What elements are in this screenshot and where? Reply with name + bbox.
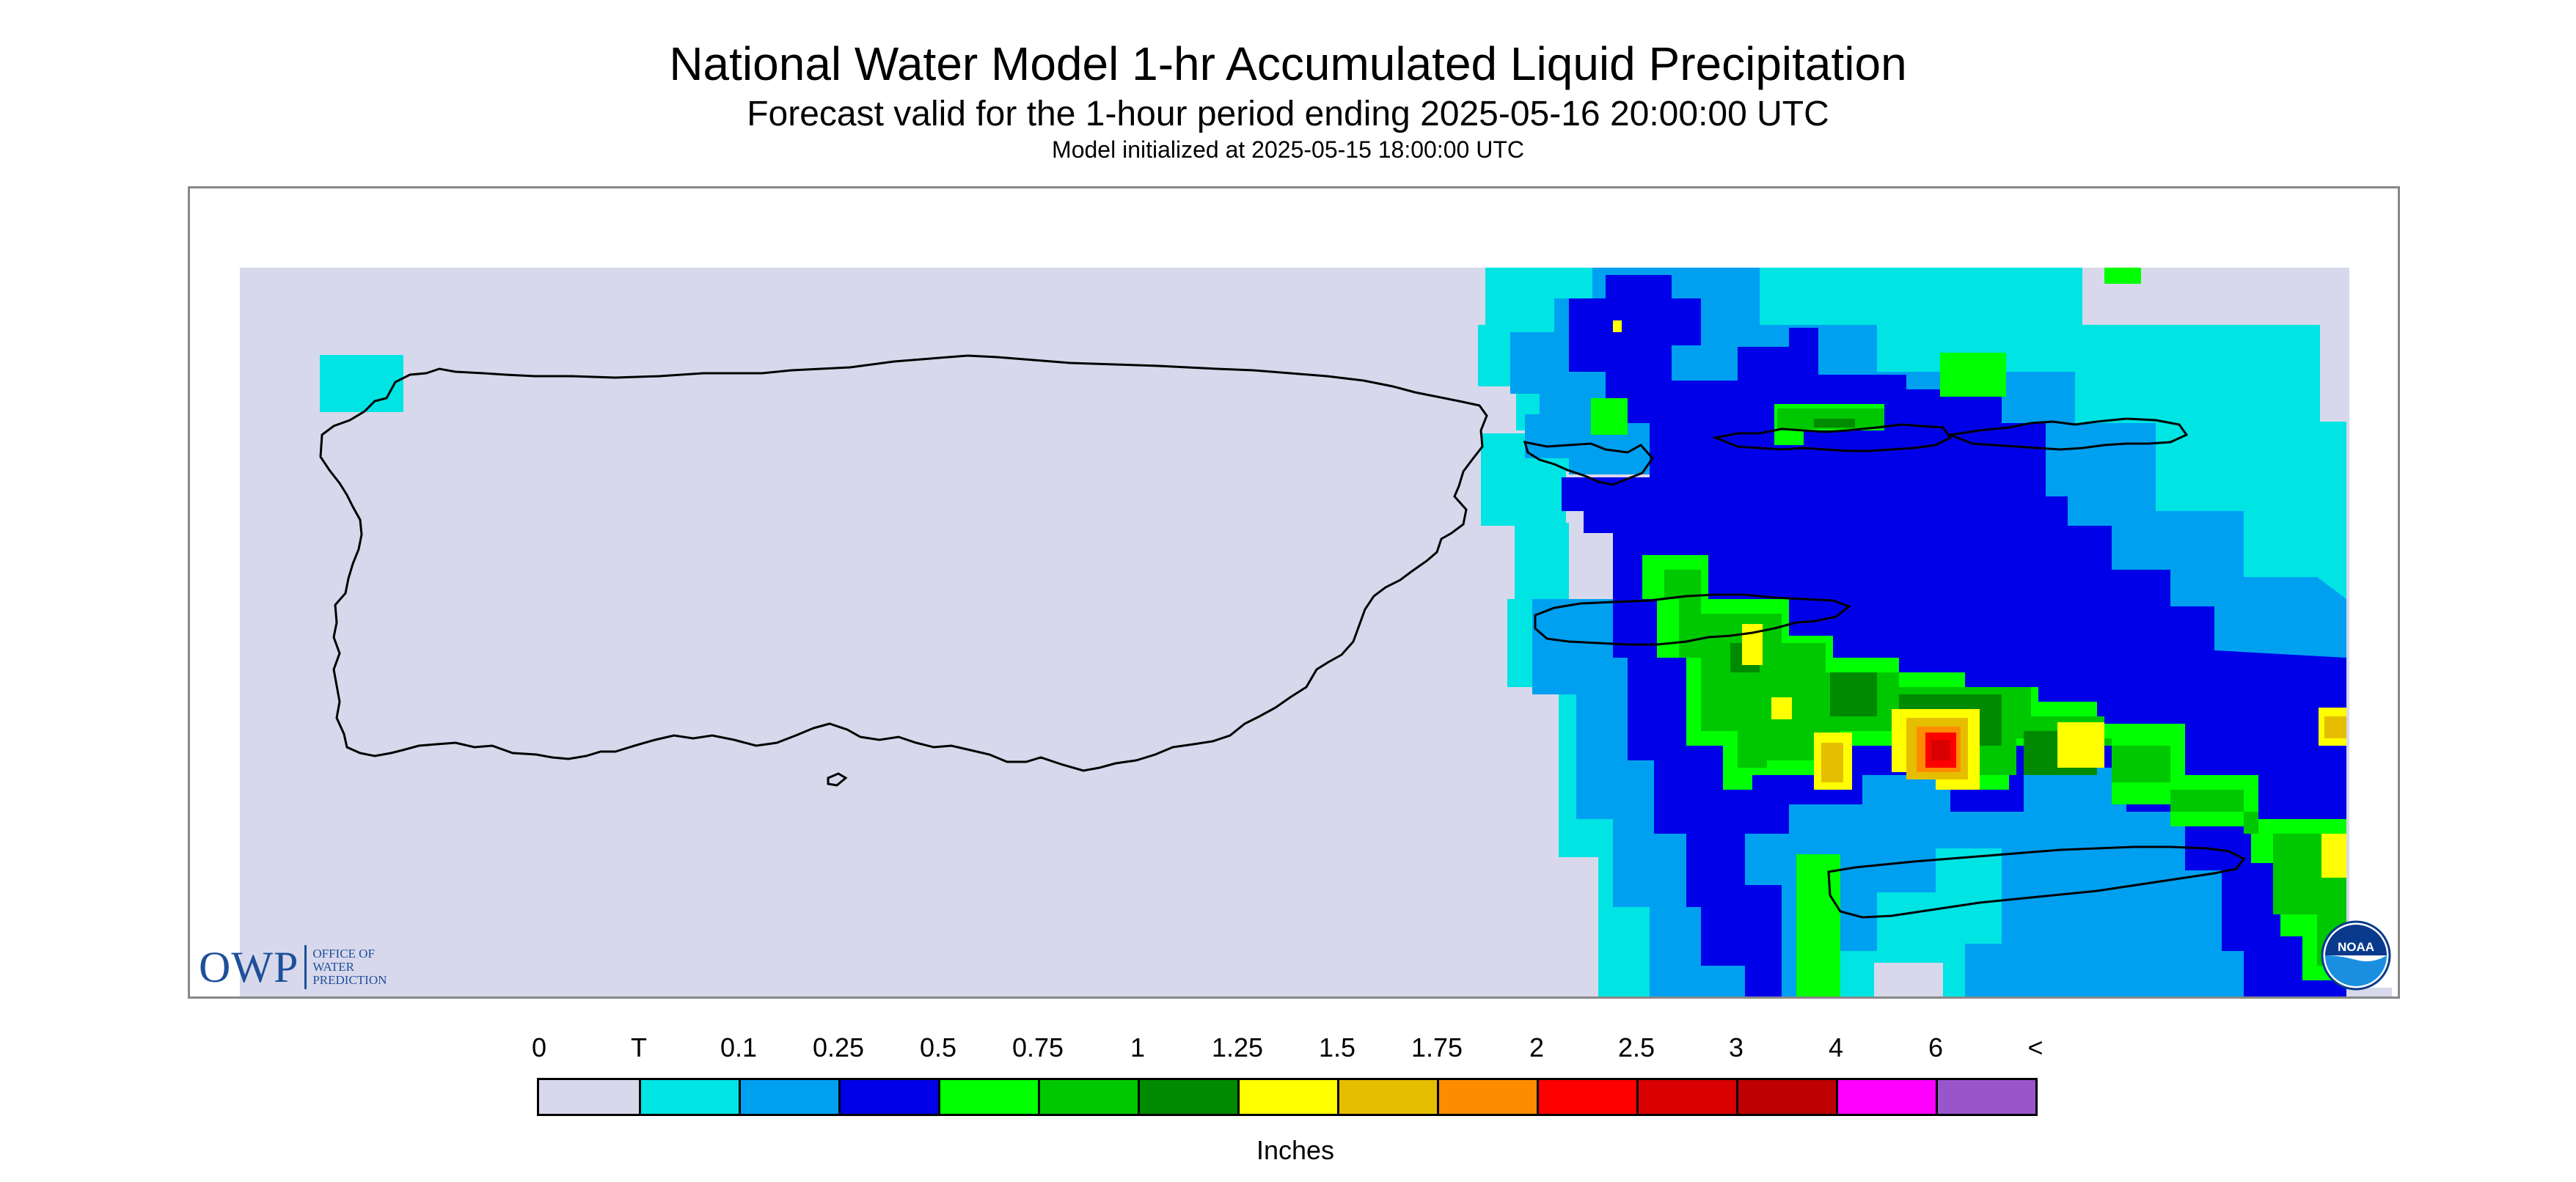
precipitation-map[interactable]: OWP OFFICE OF WATER PREDICTION NOAA <box>188 186 2400 999</box>
legend-tick-label: 0.25 <box>812 1032 865 1062</box>
legend-tick-label: 1.25 <box>1211 1032 1264 1062</box>
legend-swatch <box>1836 1080 1936 1114</box>
legend-tick-label: 1.75 <box>1410 1032 1463 1062</box>
legend-swatch <box>1337 1080 1437 1114</box>
legend-tick-label: 0.5 <box>919 1032 957 1062</box>
st-thomas-outline <box>1711 423 1953 452</box>
owp-logo-line-3: PREDICTION <box>312 973 387 987</box>
legend-tick-label: < <box>2027 1032 2043 1062</box>
legend-swatch <box>1237 1080 1337 1114</box>
map-title: National Water Model 1-hr Accumulated Li… <box>669 37 1907 90</box>
map-canvas <box>190 188 2398 996</box>
legend-tick-label: 6 <box>1928 1032 1944 1062</box>
coastlines <box>319 354 2246 919</box>
legend-tick-label: 0 <box>531 1032 547 1062</box>
bvi-outline <box>1946 417 2189 451</box>
culebra-outline <box>1523 441 1654 486</box>
puerto-rico-outline <box>319 354 1488 772</box>
legend-swatch <box>1138 1080 1237 1114</box>
legend-swatch <box>539 1080 639 1114</box>
legend-tick-label: 1.5 <box>1318 1032 1356 1062</box>
legend-swatch <box>1936 1080 2035 1114</box>
legend-swatch <box>1038 1080 1138 1114</box>
map-subtitle: Forecast valid for the 1-hour period end… <box>747 95 1829 133</box>
legend-units: Inches <box>1256 1135 1335 1165</box>
precip-trace-cell <box>320 355 403 412</box>
owp-logo: OWP OFFICE OF WATER PREDICTION <box>199 943 387 991</box>
legend-tick-label: 0.75 <box>1011 1032 1064 1062</box>
legend-tick-label: 3 <box>1728 1032 1744 1062</box>
legend-tick-label: 1 <box>1130 1032 1146 1062</box>
vieques-outline <box>1534 593 1852 646</box>
owp-logo-line-1: OFFICE OF <box>312 947 375 961</box>
legend-tick-label: T <box>631 1032 647 1062</box>
st-croix-outline <box>1827 845 2246 919</box>
legend-tick-label: 0.1 <box>720 1032 758 1062</box>
legend: 0 T 0.1 0.25 0.5 0.75 1 1.25 1.5 1.75 2 2.5 3 4 6 < Inc… <box>532 1032 2054 1165</box>
noaa-logo-text: NOAA <box>2338 940 2374 954</box>
legend-tick-label: 2.5 <box>1617 1032 1655 1062</box>
legend-tick-label: 2 <box>1529 1032 1545 1062</box>
legend-swatch <box>639 1080 739 1114</box>
legend-swatch <box>938 1080 1038 1114</box>
owp-logo-mark: OWP <box>199 942 299 991</box>
owp-logo-text: OFFICE OF WATER PREDICTION <box>312 947 387 987</box>
legend-swatch <box>838 1080 938 1114</box>
legend-swatch <box>739 1080 838 1114</box>
noaa-logo: NOAA <box>2321 920 2391 991</box>
legend-tick-label: 4 <box>1828 1032 1844 1062</box>
legend-swatch <box>1537 1080 1636 1114</box>
model-init-text: Model initialized at 2025-05-15 18:00:00… <box>1052 136 1524 163</box>
legend-swatch <box>1437 1080 1537 1114</box>
owp-logo-divider <box>304 945 307 989</box>
small-cay-outline <box>827 772 848 787</box>
legend-swatch <box>1636 1080 1736 1114</box>
legend-colorbar <box>537 1078 2038 1116</box>
owp-logo-line-2: WATER <box>312 960 355 974</box>
legend-swatch <box>1736 1080 1836 1114</box>
precip-field <box>1478 268 2346 996</box>
